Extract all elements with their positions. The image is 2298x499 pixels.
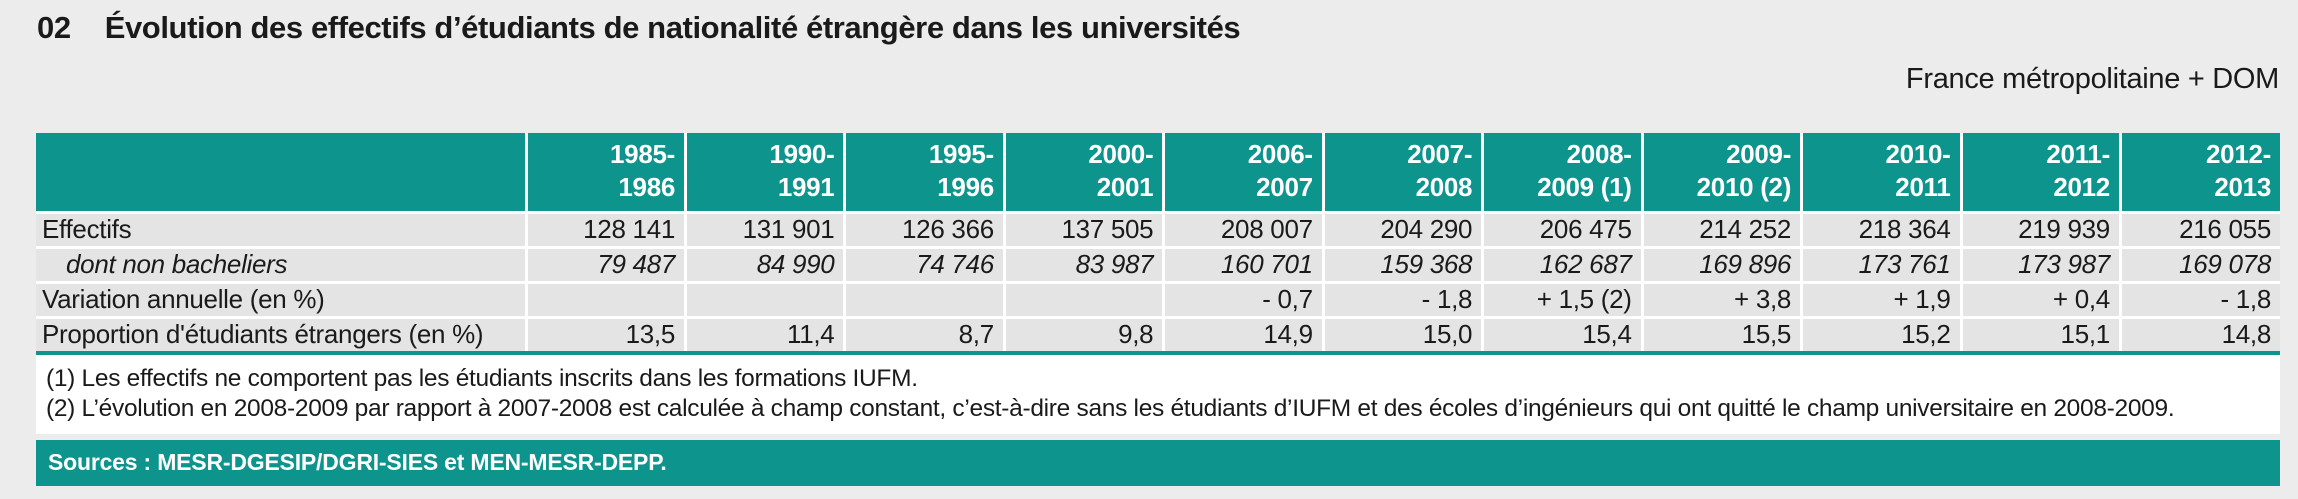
value-cell: 208 007 xyxy=(1163,212,1325,249)
year-end: 1996 xyxy=(937,172,994,202)
row-label: dont non bacheliers xyxy=(36,247,528,284)
section-number: 02 xyxy=(37,10,71,45)
title-text: Évolution des effectifs d’étudiants de n… xyxy=(104,10,1241,45)
value-cell: 216 055 xyxy=(2120,212,2280,249)
value-cell: + 3,8 xyxy=(1642,282,1804,319)
footnote-2: (2) L’évolution en 2008-2009 par rapport… xyxy=(46,395,2175,422)
value-cell: 131 901 xyxy=(685,212,847,249)
value-cell: 173 761 xyxy=(1801,247,1963,284)
value-cell: 162 687 xyxy=(1482,247,1644,284)
row-label: Proportion d'étudiants étrangers (en %) xyxy=(36,317,528,355)
value-cell: 204 290 xyxy=(1323,212,1485,249)
value-cell: 206 475 xyxy=(1482,212,1644,249)
year-column-header: 2008- 2009 (1) xyxy=(1482,133,1644,214)
value-cell: 15,0 xyxy=(1323,317,1485,355)
value-cell: + 0,4 xyxy=(1961,282,2122,319)
value-cell xyxy=(526,282,688,319)
page-title: 02 Évolution des effectifs d’étudiants de… xyxy=(37,10,2280,46)
year-start: 2009- xyxy=(1726,139,1792,169)
year-end: 2001 xyxy=(1096,172,1154,202)
value-cell: 15,1 xyxy=(1961,317,2122,355)
value-cell: 218 364 xyxy=(1801,212,1963,249)
year-column-header: 2010- 2011 xyxy=(1801,133,1963,214)
year-start: 2011- xyxy=(2046,139,2110,169)
value-cell: - 1,8 xyxy=(1323,282,1485,319)
value-cell: 219 939 xyxy=(1961,212,2122,249)
year-column-header: 2000- 2001 xyxy=(1004,133,1166,214)
statistics-block: 1985- 1986 1990- 1991 1995- 1996 2000- 2001 2006… xyxy=(36,133,2280,486)
year-start: 1985- xyxy=(610,139,676,169)
year-start: 2008- xyxy=(1566,139,1632,169)
year-column-header: 2007- 2008 xyxy=(1323,133,1485,214)
footnote-1: (1) Les effectifs ne comportent pas les … xyxy=(46,365,918,392)
value-cell: 13,5 xyxy=(526,317,688,355)
year-column-header: 2011- 2012 xyxy=(1961,133,2122,214)
year-end: 1991 xyxy=(777,172,835,202)
row-label: Effectifs xyxy=(36,212,528,249)
table-row: Effectifs 128 141 131 901 126 366 137 505 208… xyxy=(36,212,2280,249)
value-cell: 15,5 xyxy=(1642,317,1804,355)
year-start: 2006- xyxy=(1247,139,1313,169)
value-cell: 11,4 xyxy=(685,317,847,355)
value-cell: 169 896 xyxy=(1642,247,1804,284)
year-start: 1995- xyxy=(928,139,994,169)
value-cell: 9,8 xyxy=(1004,317,1166,355)
footnotes: (1) Les effectifs ne comportent pas les … xyxy=(36,355,2280,434)
year-end: 1986 xyxy=(618,172,676,202)
value-cell: - 0,7 xyxy=(1163,282,1325,319)
value-cell: 173 987 xyxy=(1961,247,2122,284)
value-cell xyxy=(844,282,1006,319)
corner-cell xyxy=(36,133,528,214)
value-cell: 160 701 xyxy=(1163,247,1325,284)
value-cell: 159 368 xyxy=(1323,247,1485,284)
table-row: dont non bacheliers 79 487 84 990 74 746 83 … xyxy=(36,247,2280,284)
value-cell: 74 746 xyxy=(844,247,1006,284)
year-end: 2013 xyxy=(2214,172,2271,202)
year-column-header: 1995- 1996 xyxy=(844,133,1006,214)
year-end: 2010 (2) xyxy=(1696,172,1792,202)
year-column-header: 2006- 2007 xyxy=(1163,133,1325,214)
value-cell: 14,9 xyxy=(1163,317,1325,355)
year-column-header: 2009- 2010 (2) xyxy=(1642,133,1804,214)
value-cell: 84 990 xyxy=(685,247,847,284)
year-end: 2012 xyxy=(2053,172,2110,202)
year-end: 2008 xyxy=(1415,172,1473,202)
year-start: 2007- xyxy=(1407,139,1473,169)
geo-scope-label: France métropolitaine + DOM xyxy=(1905,63,2279,95)
value-cell: + 1,9 xyxy=(1801,282,1963,319)
year-end: 2007 xyxy=(1256,172,1313,202)
value-cell: + 1,5 (2) xyxy=(1482,282,1644,319)
table-header-row: 1985- 1986 1990- 1991 1995- 1996 2000- 2001 2006… xyxy=(36,133,2280,214)
value-cell: 126 366 xyxy=(844,212,1006,249)
year-start: 1990- xyxy=(769,139,835,169)
value-cell: 169 078 xyxy=(2120,247,2280,284)
year-column-header: 1990- 1991 xyxy=(685,133,847,214)
value-cell: 15,2 xyxy=(1801,317,1963,355)
year-start: 2012- xyxy=(2206,139,2271,169)
value-cell: 137 505 xyxy=(1004,212,1166,249)
value-cell: 83 987 xyxy=(1004,247,1166,284)
table-row: Variation annuelle (en %) - 0,7- 1,8 + 1,5… xyxy=(36,282,2280,319)
year-end: 2011 xyxy=(1895,172,1951,202)
year-end: 2009 (1) xyxy=(1537,172,1632,202)
year-column-header: 1985- 1986 xyxy=(526,133,688,214)
value-cell xyxy=(1004,282,1166,319)
data-table: 1985- 1986 1990- 1991 1995- 1996 2000- 2001 2006… xyxy=(36,133,2280,355)
year-column-header: 2012- 2013 xyxy=(2120,133,2280,214)
table-row: Proportion d'étudiants étrangers (en %) 1… xyxy=(36,317,2280,355)
value-cell: 14,8 xyxy=(2120,317,2280,355)
sources-bar: Sources : MESR-DGESIP/DGRI-SIES et MEN-M… xyxy=(36,440,2280,486)
value-cell: 8,7 xyxy=(844,317,1006,355)
year-start: 2000- xyxy=(1088,139,1154,169)
value-cell: - 1,8 xyxy=(2120,282,2280,319)
year-start: 2010- xyxy=(1885,139,1951,169)
value-cell: 79 487 xyxy=(526,247,688,284)
value-cell: 214 252 xyxy=(1642,212,1804,249)
row-label: Variation annuelle (en %) xyxy=(36,282,528,319)
value-cell: 15,4 xyxy=(1482,317,1644,355)
value-cell xyxy=(685,282,847,319)
value-cell: 128 141 xyxy=(526,212,688,249)
